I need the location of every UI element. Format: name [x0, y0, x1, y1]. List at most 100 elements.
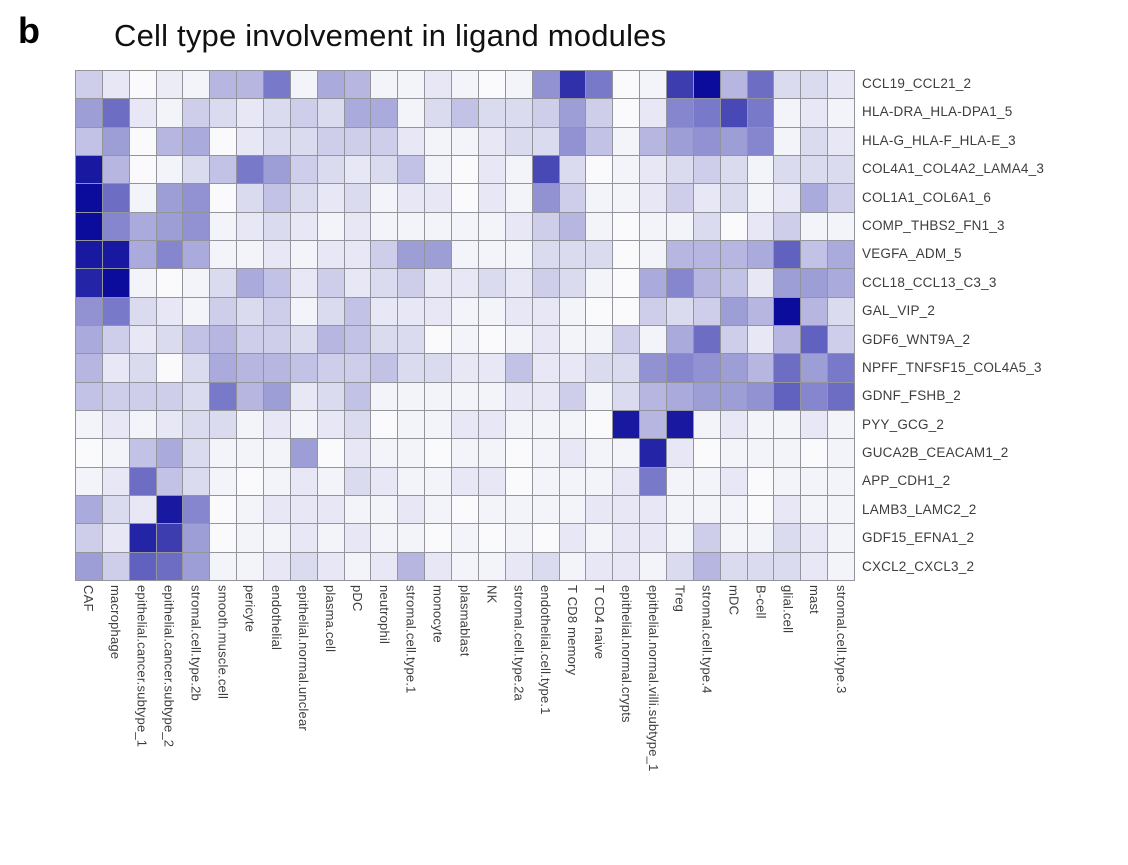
- heatmap-cell: [156, 156, 184, 185]
- heatmap-cell: [613, 269, 641, 298]
- heatmap-cell: [478, 439, 506, 468]
- heatmap-cell: [586, 99, 614, 128]
- heatmap-cell: [693, 326, 721, 355]
- column-label: mDC: [726, 585, 742, 616]
- heatmap-cell: [371, 439, 399, 468]
- heatmap-cell: [102, 269, 130, 298]
- heatmap-cell: [666, 439, 694, 468]
- heatmap-cell: [478, 212, 506, 241]
- heatmap-cell: [237, 354, 265, 383]
- heatmap-cell: [693, 269, 721, 298]
- heatmap-cell: [317, 71, 345, 100]
- heatmap-cell: [801, 156, 829, 185]
- heatmap-cell: [532, 184, 560, 213]
- heatmap-cell: [478, 382, 506, 411]
- heatmap-cell: [129, 212, 157, 241]
- heatmap-cell: [613, 524, 641, 553]
- column-label: plasma.cell: [323, 585, 339, 653]
- heatmap-cell: [210, 326, 238, 355]
- heatmap-cell: [237, 241, 265, 270]
- row-label: GUCA2B_CEACAM1_2: [862, 445, 1009, 461]
- row-label: VEGFA_ADM_5: [862, 246, 962, 262]
- heatmap-cell: [801, 99, 829, 128]
- heatmap-cell: [156, 354, 184, 383]
- heatmap-cell: [532, 411, 560, 440]
- row-label: CCL19_CCL21_2: [862, 76, 972, 91]
- heatmap-cell: [801, 354, 829, 383]
- heatmap-cell: [264, 156, 291, 185]
- heatmap-cell: [720, 467, 748, 496]
- heatmap-cell: [183, 326, 211, 355]
- heatmap-grid: [75, 70, 855, 581]
- column-label: epithelial.cancer.subtype_2: [161, 585, 177, 748]
- heatmap-cell: [532, 496, 560, 525]
- heatmap-cell: [344, 156, 372, 185]
- heatmap-cell: [452, 297, 479, 326]
- heatmap-cell: [371, 467, 399, 496]
- heatmap-cell: [129, 127, 157, 156]
- heatmap-cell: [290, 524, 318, 553]
- heatmap-cell: [613, 99, 641, 128]
- heatmap-cell: [452, 212, 479, 241]
- heatmap-cell: [210, 212, 238, 241]
- heatmap-cell: [505, 411, 533, 440]
- heatmap-cell: [478, 467, 506, 496]
- heatmap-cell: [801, 297, 829, 326]
- heatmap-cell: [317, 382, 345, 411]
- heatmap-cell: [371, 156, 399, 185]
- heatmap-cell: [264, 524, 291, 553]
- heatmap-cell: [129, 326, 157, 355]
- row-label: PYY_GCG_2: [862, 416, 945, 432]
- heatmap-cell: [129, 524, 157, 553]
- heatmap-cell: [801, 212, 829, 241]
- heatmap-cell: [586, 212, 614, 241]
- heatmap-cell: [478, 326, 506, 355]
- heatmap-cell: [693, 439, 721, 468]
- column-label: NK: [484, 585, 500, 604]
- heatmap-cell: [666, 184, 694, 213]
- heatmap-cell: [478, 241, 506, 270]
- heatmap-cell: [237, 127, 265, 156]
- heatmap-cell: [290, 269, 318, 298]
- heatmap-cell: [452, 71, 479, 100]
- heatmap-cell: [156, 326, 184, 355]
- heatmap-cell: [344, 212, 372, 241]
- heatmap-cell: [559, 354, 587, 383]
- heatmap-cell: [720, 127, 748, 156]
- heatmap-cell: [828, 269, 855, 298]
- heatmap-cell: [76, 496, 103, 525]
- heatmap-cell: [774, 382, 802, 411]
- heatmap-cell: [613, 127, 641, 156]
- heatmap-cell: [102, 297, 130, 326]
- column-label: stromal.cell.type.2a: [511, 585, 527, 701]
- heatmap-cell: [183, 71, 211, 100]
- heatmap-cell: [774, 496, 802, 525]
- heatmap-cell: [505, 524, 533, 553]
- heatmap-cell: [640, 524, 667, 553]
- heatmap-cell: [559, 326, 587, 355]
- heatmap-cell: [398, 467, 426, 496]
- heatmap-cell: [774, 269, 802, 298]
- heatmap-cell: [828, 241, 855, 270]
- row-label: GDNF_FSHB_2: [862, 388, 961, 404]
- heatmap-cell: [666, 269, 694, 298]
- heatmap-cell: [532, 297, 560, 326]
- heatmap-cell: [828, 524, 855, 553]
- heatmap-cell: [666, 241, 694, 270]
- heatmap-cell: [76, 524, 103, 553]
- row-label: CXCL2_CXCL3_2: [862, 558, 975, 574]
- column-label: stromal.cell.type.4: [699, 585, 715, 694]
- heatmap-cell: [290, 184, 318, 213]
- heatmap-cell: [505, 326, 533, 355]
- column-label: pericyte: [242, 585, 258, 633]
- heatmap-cell: [102, 241, 130, 270]
- heatmap-cell: [801, 439, 829, 468]
- heatmap-cell: [774, 439, 802, 468]
- heatmap-cell: [425, 156, 453, 185]
- heatmap-cell: [774, 467, 802, 496]
- heatmap-cell: [156, 524, 184, 553]
- heatmap-cell: [264, 127, 291, 156]
- row-label: HLA-DRA_HLA-DPA1_5: [862, 104, 1013, 120]
- heatmap-cell: [371, 411, 399, 440]
- heatmap-cell: [586, 241, 614, 270]
